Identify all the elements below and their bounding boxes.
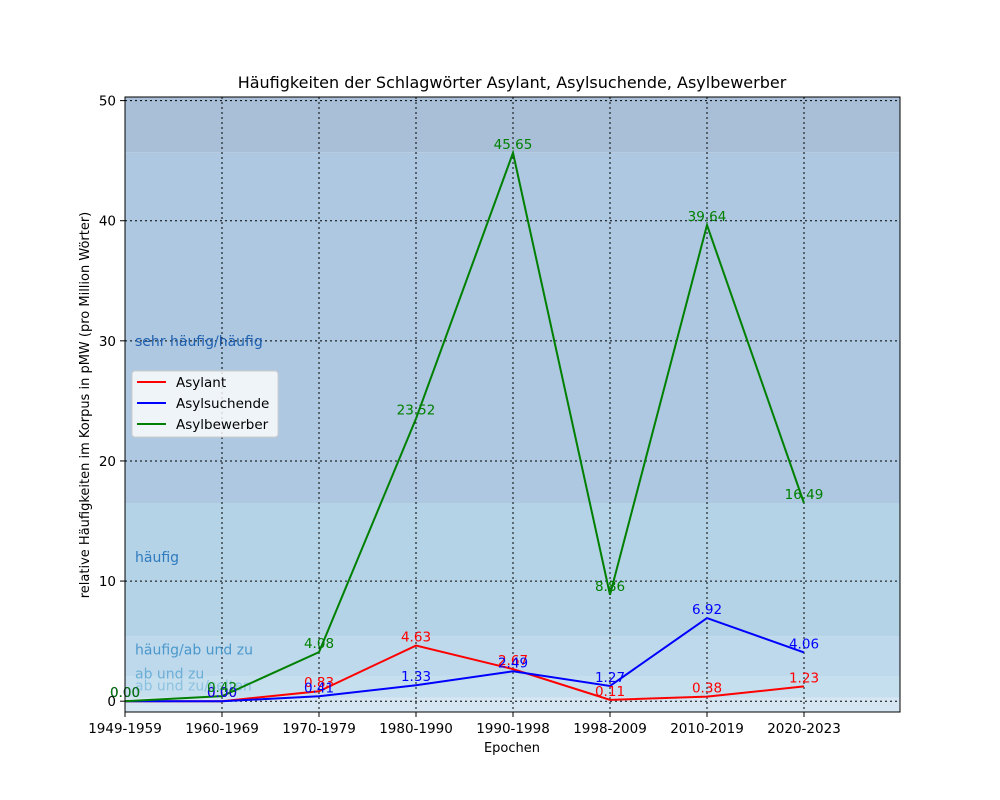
x-tick-label-0: 1949-1959 (88, 721, 162, 737)
data-label-asylsuchende-1: 0.00 (207, 685, 237, 701)
data-label-asylant-6: 0.38 (692, 681, 722, 697)
data-label-asylant-5: 0.11 (595, 684, 625, 700)
data-label-asylbewerber-4: 45.65 (494, 137, 533, 153)
data-label-asylant-4: 2.67 (498, 653, 528, 669)
data-label-asylbewerber-6: 39.64 (688, 209, 727, 225)
chart-title: Häufigkeiten der Schlagwörter Asylant, A… (238, 73, 787, 92)
data-label-asylant-1: 0.00 (207, 685, 237, 701)
y-tick-label-1: 10 (99, 574, 116, 590)
data-label-asylbewerber-1: 0.42 (207, 680, 237, 696)
band-label-4: häufig (135, 550, 179, 566)
x-tick-label-6: 2010-2019 (670, 721, 744, 737)
legend: Asylant Asylsuchende Asylbewerber (131, 370, 279, 438)
band-label-3: häufig/ab und zu (135, 643, 253, 659)
legend-label-asylant: Asylant (176, 375, 226, 391)
data-label-asylant-3: 4.63 (401, 630, 431, 646)
band-label-2: ab und zu (135, 667, 204, 683)
x-tick-label-3: 1980-1990 (379, 721, 453, 737)
data-label-asylant-2: 0.83 (304, 675, 334, 691)
legend-label-asylsuchende: Asylsuchende (176, 396, 269, 412)
y-tick-label-2: 20 (99, 454, 116, 470)
y-tick-label-0: 0 (107, 694, 116, 710)
x-tick-label-5: 1998-2009 (573, 721, 647, 737)
data-label-asylbewerber-2: 4.08 (304, 636, 334, 652)
x-tick-label-2: 1970-1979 (282, 721, 356, 737)
data-label-asylsuchende-4: 2.49 (498, 655, 528, 671)
x-tick-label-4: 1990-1998 (476, 721, 550, 737)
data-label-asylbewerber-5: 8.86 (595, 579, 625, 595)
x-axis-label: Epochen (484, 741, 540, 756)
data-label-asylsuchende-6: 6.92 (692, 602, 722, 618)
data-label-asylbewerber-3: 23.52 (397, 403, 436, 419)
band-label-1: ab und zu/selten (135, 679, 252, 695)
band-label-5: sehr häufig/häufig (135, 334, 263, 350)
data-label-asylsuchende-3: 1.33 (401, 669, 431, 685)
band-3 (125, 502, 900, 637)
data-series (124, 149, 805, 703)
legend-box (131, 370, 279, 438)
x-tick-label-1: 1960-1969 (185, 721, 259, 737)
grid-lines (124, 97, 900, 712)
y-tick-label-4: 40 (99, 214, 116, 230)
y-tick-label-5: 50 (99, 94, 116, 110)
data-label-asylsuchende-7: 4.06 (789, 636, 819, 652)
data-label-asylant-7: 1.23 (789, 670, 819, 686)
y-tick-label-3: 30 (99, 334, 116, 350)
axes: 0 10 20 30 40 50 1949-1959 1960-1969 1970-1979 19… (88, 94, 841, 737)
y-axis-label: relative Häufigkeiten im Korpus in pMW (… (78, 212, 93, 599)
data-label-asylbewerber-7: 16.49 (785, 487, 824, 503)
data-label-asylsuchende-2: 0.41 (304, 680, 334, 696)
data-label-asylsuchende-5: 1.27 (595, 670, 625, 686)
legend-label-asylbewerber: Asylbewerber (176, 417, 269, 433)
series-line-asylsuchende (125, 616, 805, 703)
x-tick-label-7: 2020-2023 (767, 721, 841, 737)
series-line-asylbewerber (124, 149, 805, 703)
